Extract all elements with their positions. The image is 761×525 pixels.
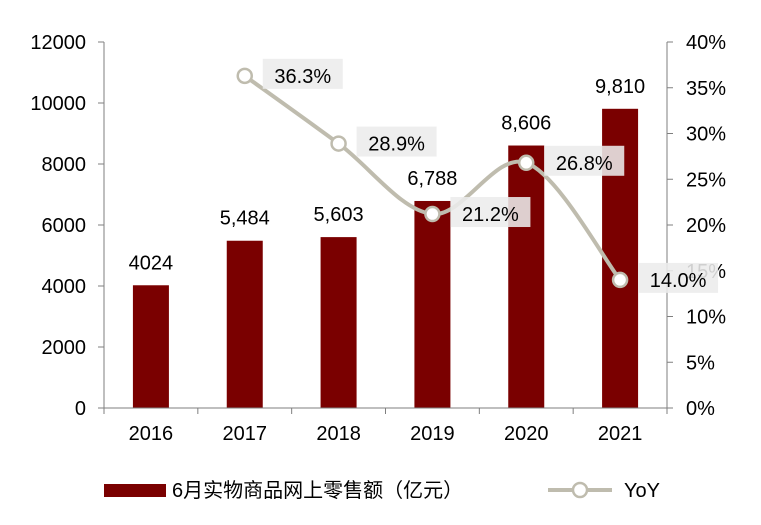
legend: 6月实物商品网上零售额（亿元） YoY xyxy=(104,479,660,502)
y-right-tick-label: 0% xyxy=(686,398,715,420)
yoy-value-label: 14.0% xyxy=(650,270,707,292)
yoy-label-bg xyxy=(544,145,625,176)
bar-value-label: 5,484 xyxy=(220,208,270,230)
yoy-point-2018 xyxy=(330,135,347,152)
y-right-tick-label: 35% xyxy=(686,78,726,100)
y-left-tick-label: 12000 xyxy=(30,32,86,54)
bar-2019 xyxy=(414,200,451,408)
data-labels-layer: 4024 5,484 5,603 6,788 8,606 9,810 36.3% 28.9% 2… xyxy=(129,58,719,293)
bar-value-label: 9,810 xyxy=(595,76,645,98)
y-left-tick-label: 0 xyxy=(75,398,86,420)
x-tick-label: 2021 xyxy=(598,423,643,445)
yoy-value-label: 36.3% xyxy=(274,66,331,88)
yoy-value-label: 26.8% xyxy=(556,153,613,175)
yoy-point-2017 xyxy=(236,67,253,85)
y-right-tick-label: 10% xyxy=(686,307,726,329)
x-tick-label: 2019 xyxy=(410,423,455,445)
bars-layer xyxy=(132,108,639,409)
x-tick-label: 2018 xyxy=(316,423,361,445)
bar-2016 xyxy=(132,285,169,408)
legend-line-label: YoY xyxy=(624,480,660,502)
bar-value-label: 4024 xyxy=(129,252,174,274)
y-right-tick-label: 5% xyxy=(686,352,715,374)
legend-bar-label: 6月实物商品网上零售额（亿元） xyxy=(172,479,463,502)
y-left-tick-label: 6000 xyxy=(42,215,87,237)
bar-2017 xyxy=(226,240,263,408)
bar-2018 xyxy=(320,237,357,408)
yoy-label-bg xyxy=(638,262,719,293)
y-left-tick-label: 4000 xyxy=(42,276,87,298)
yoy-label-bg xyxy=(450,197,531,228)
y-left-tick-label: 8000 xyxy=(42,154,87,176)
bar-value-label: 8,606 xyxy=(501,113,551,135)
yoy-point-2021 xyxy=(611,271,629,289)
bar-value-label: 6,788 xyxy=(407,168,457,190)
yoy-label-bg xyxy=(262,58,343,89)
legend-line-marker xyxy=(571,481,589,499)
axes-layer: 0200040006000800010000120000%5%10%15%20%… xyxy=(30,32,726,445)
y-right-tick-label: 20% xyxy=(686,215,726,237)
y-right-tick-label: 40% xyxy=(686,32,726,54)
legend-bar-swatch xyxy=(104,484,166,497)
yoy-point-2020 xyxy=(518,154,535,172)
yoy-value-label: 21.2% xyxy=(462,204,519,226)
yoy-point-2019 xyxy=(424,205,441,223)
yoy-label-bg xyxy=(356,126,437,157)
yoy-line-layer xyxy=(236,67,629,289)
x-tick-label: 2016 xyxy=(129,423,174,445)
x-tick-label: 2017 xyxy=(223,423,268,445)
yoy-value-label: 28.9% xyxy=(368,134,425,156)
x-tick-label: 2020 xyxy=(504,423,549,445)
y-right-tick-label: 30% xyxy=(686,124,726,146)
y-right-tick-label: 25% xyxy=(686,169,726,191)
bar-2020 xyxy=(508,145,545,408)
y-left-tick-label: 2000 xyxy=(42,337,87,359)
bar-value-label: 5,603 xyxy=(314,204,364,226)
y-left-tick-label: 10000 xyxy=(30,93,86,115)
